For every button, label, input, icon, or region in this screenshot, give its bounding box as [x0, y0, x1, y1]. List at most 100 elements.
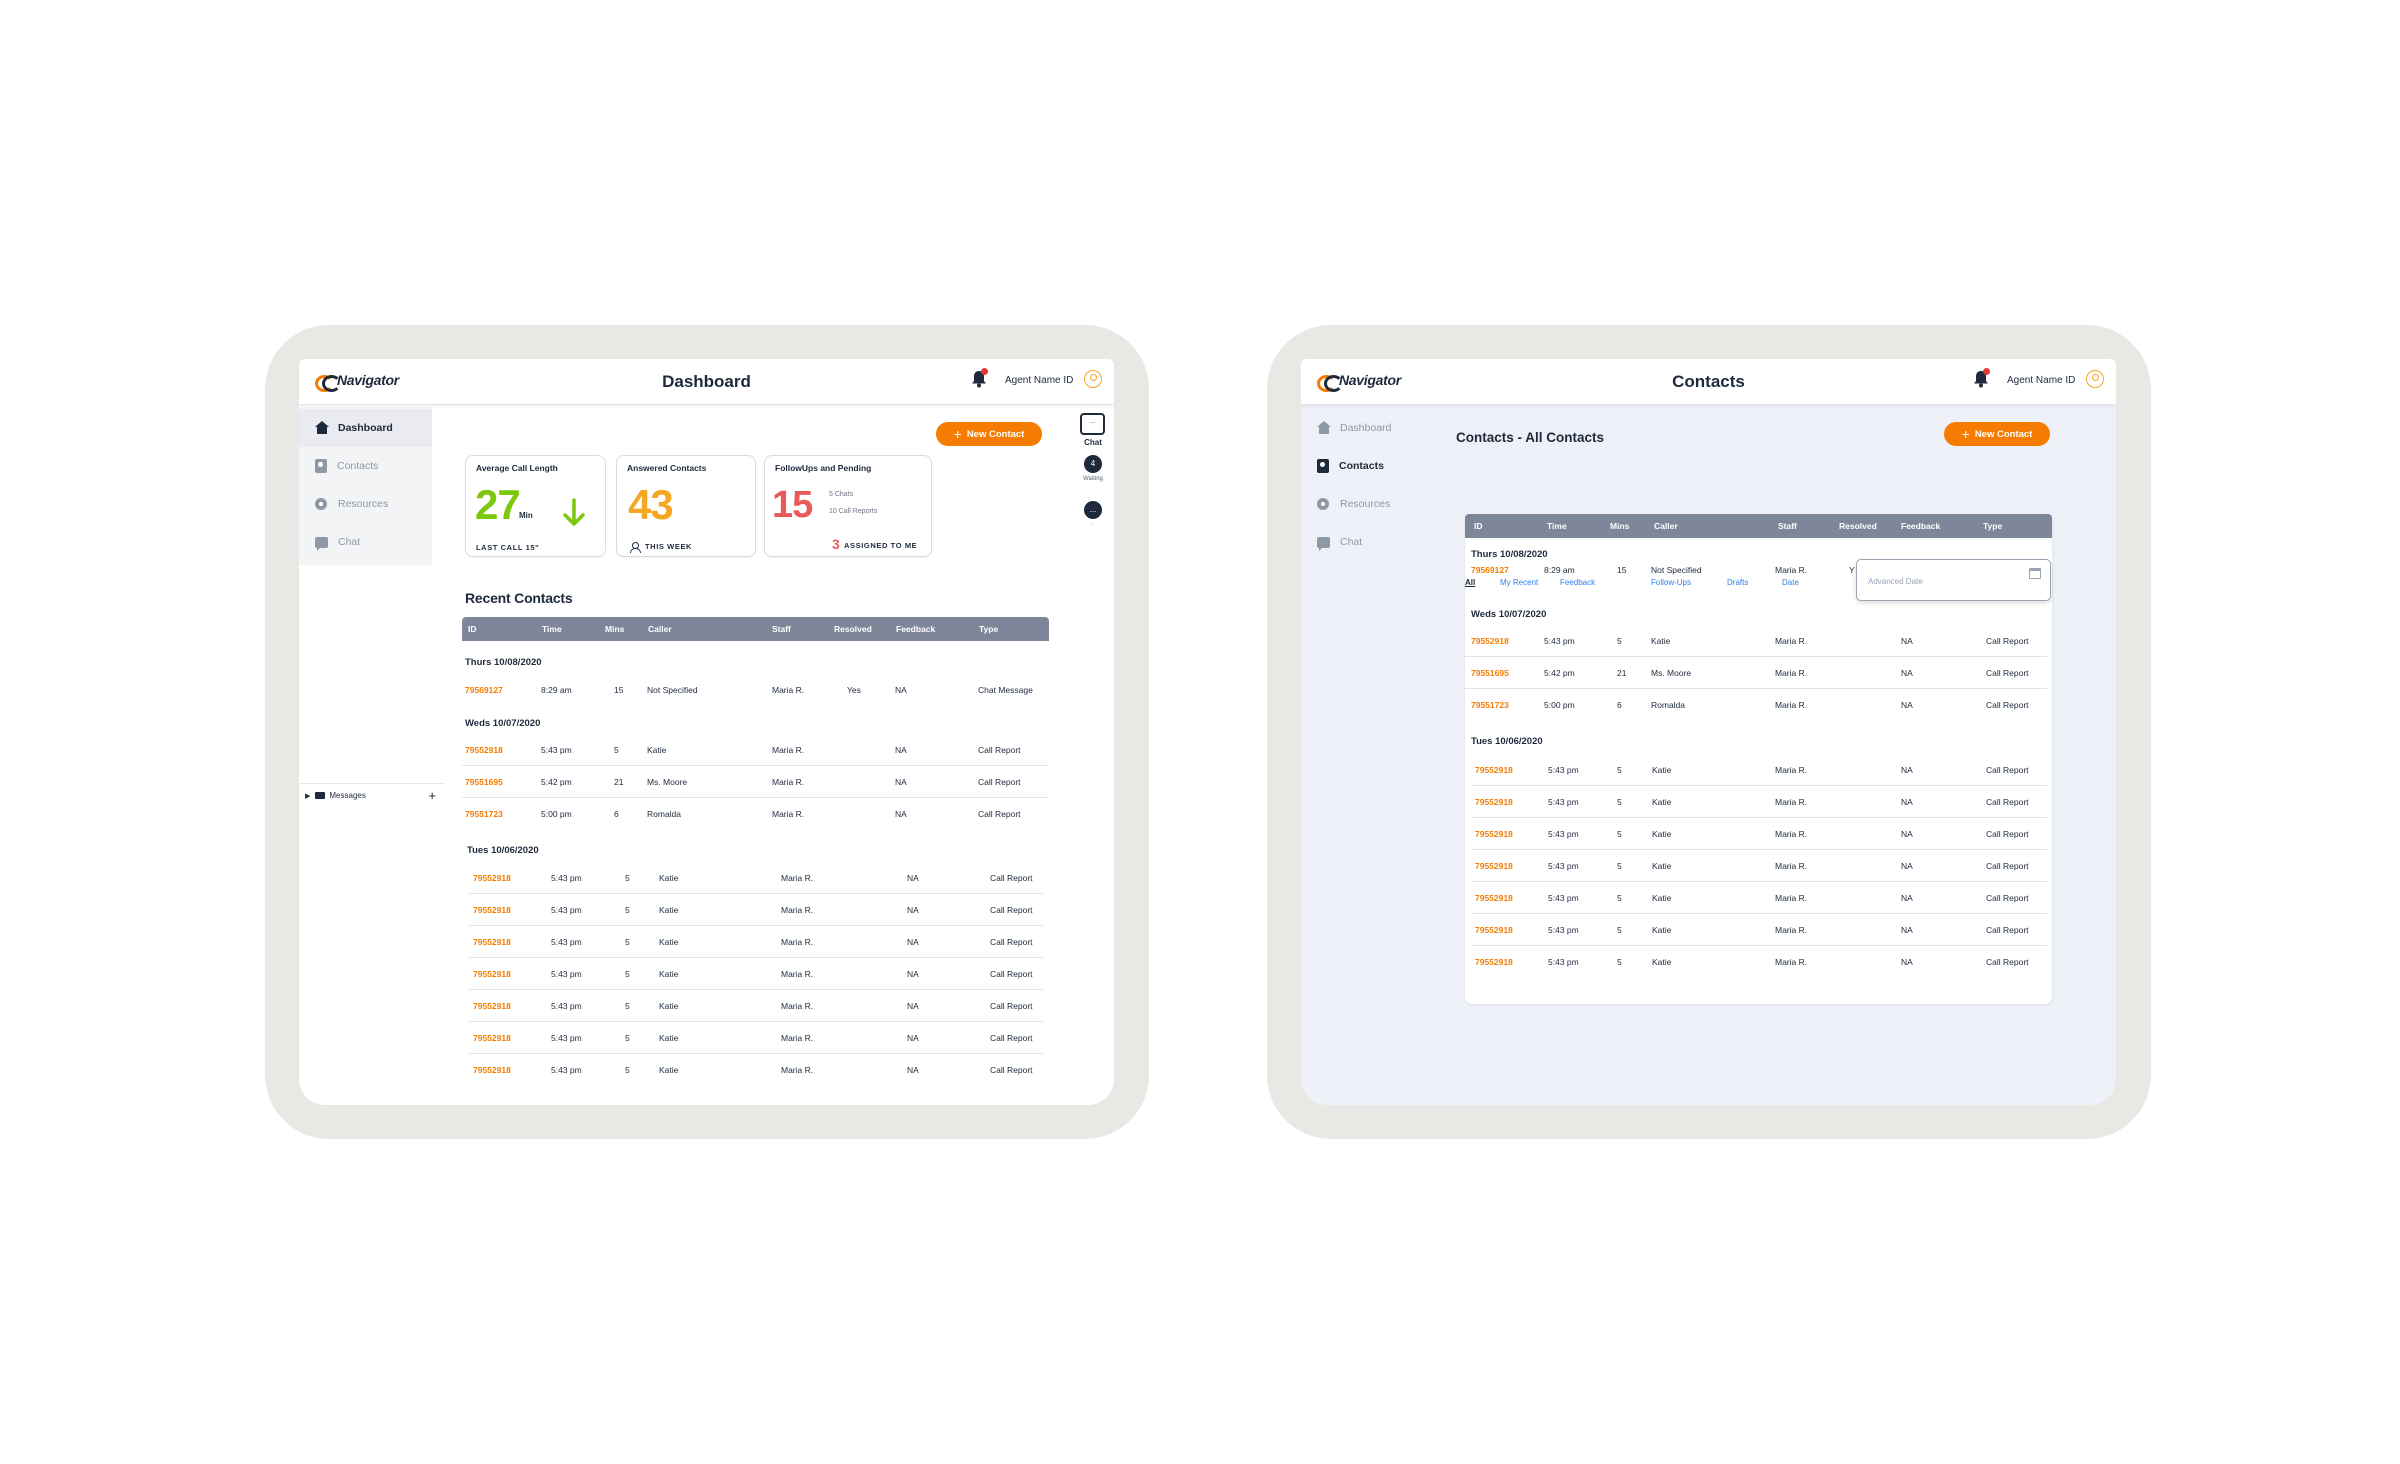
advanced-date-input[interactable]: Advanced Date [1856, 559, 2051, 601]
cell-id[interactable]: 79552918 [465, 745, 503, 755]
col-type[interactable]: Type [979, 624, 999, 634]
calendar-icon[interactable] [2029, 568, 2041, 579]
cell-id[interactable]: 79552918 [1475, 893, 1513, 903]
navigator-logo[interactable]: Navigator [1317, 372, 1401, 392]
cell-id[interactable]: 79552918 [473, 1065, 511, 1075]
cell-mins: 15 [614, 685, 624, 695]
table-row[interactable]: 79552918 5:43 pm 5 Katie Maria R. NA Call Repo… [1471, 786, 2047, 818]
table-row[interactable]: 79551695 5:42 pm 21 Ms. Moore Maria R. NA Call… [462, 766, 1049, 798]
col-resolved[interactable]: Resolved [834, 624, 872, 634]
agent-status-icon[interactable]: ... [1084, 501, 1102, 519]
table-row[interactable]: 79552918 5:43 pm 5 Katie Maria R. NA Call Repo… [1471, 818, 2047, 850]
answered-contacts-card[interactable]: Answered Contacts 43 THIS WEEK [616, 455, 756, 557]
add-message-icon[interactable]: + [428, 788, 436, 803]
agent-name[interactable]: Agent Name ID [2007, 375, 2076, 386]
cell-id[interactable]: 79552918 [1475, 957, 1513, 967]
table-row[interactable]: 79552918 5:43 pm 5 Katie Maria R. NA Call Repo… [1465, 625, 2047, 657]
col-type[interactable]: Type [1983, 521, 2003, 531]
cell-id[interactable]: 79552918 [473, 969, 511, 979]
cell-feedback: NA [1901, 893, 1913, 903]
table-row[interactable]: 79551723 5:00 pm 6 Romalda Maria R. NA Call Re… [462, 798, 1049, 830]
col-staff[interactable]: Staff [772, 624, 791, 634]
filter-date[interactable]: Date [1782, 578, 1799, 587]
table-row[interactable]: 79551695 5:42 pm 21 Ms. Moore Maria R. NA Call… [1465, 657, 2047, 689]
navigator-logo[interactable]: Navigator [315, 372, 399, 392]
col-mins[interactable]: Mins [605, 624, 625, 634]
cell-id[interactable]: 79552918 [1475, 765, 1513, 775]
col-caller[interactable]: Caller [648, 624, 672, 634]
cell-id[interactable]: 79569127 [465, 685, 503, 695]
table-row[interactable]: 79551723 5:00 pm 6 Romalda Maria R. NA Call Re… [1465, 689, 2047, 721]
table-row[interactable]: 79552918 5:43 pm 5 Katie Maria R. NA Call Repo… [469, 862, 1043, 894]
chat-bubble-icon[interactable]: ... [1080, 413, 1105, 435]
col-resolved[interactable]: Resolved [1839, 521, 1877, 531]
user-avatar-icon[interactable] [2086, 370, 2104, 388]
user-avatar-icon[interactable] [1084, 370, 1102, 388]
sidebar-item-dashboard[interactable]: Dashboard [1301, 409, 1434, 447]
table-row[interactable]: 79552918 5:43 pm 5 Katie Maria R. NA Call Repo… [469, 1054, 1043, 1086]
table-row[interactable]: 79552918 5:43 pm 5 Katie Maria R. NA Call Repo… [469, 990, 1043, 1022]
filter-follow-ups[interactable]: Follow-Ups [1651, 578, 1692, 587]
cell-id[interactable]: 79551723 [1471, 700, 1509, 710]
filter-feedback[interactable]: Feedback [1560, 578, 1596, 587]
cell-id[interactable]: 79551695 [1471, 668, 1509, 678]
sidebar-item-chat[interactable]: Chat [1301, 523, 1434, 561]
sidebar-item-resources[interactable]: Resources [299, 485, 432, 523]
notification-bell-icon[interactable] [971, 368, 989, 390]
cell-id[interactable]: 79552918 [1475, 925, 1513, 935]
filter-all[interactable]: All [1465, 578, 1476, 587]
cell-id[interactable]: 79552918 [473, 1033, 511, 1043]
col-id[interactable]: ID [1474, 521, 1483, 531]
sidebar-item-resources[interactable]: Resources [1301, 485, 1434, 523]
table-row[interactable]: 79552918 5:43 pm 5 Katie Maria R. NA Call Repo… [1471, 850, 2047, 882]
table-row[interactable]: 79552918 5:43 pm 5 Katie Maria R. NA Call Repo… [462, 734, 1049, 766]
col-feedback[interactable]: Feedback [1901, 521, 1941, 531]
col-staff[interactable]: Staff [1778, 521, 1797, 531]
sidebar-item-contacts[interactable]: Contacts [299, 447, 432, 485]
cell-id[interactable]: 79551723 [465, 809, 503, 819]
cell-caller: Katie [659, 937, 679, 947]
cell-id[interactable]: 79552918 [473, 1001, 511, 1011]
sidebar-item-chat[interactable]: Chat [299, 523, 432, 561]
new-contact-button[interactable]: + New Contact [936, 422, 1042, 446]
table-row[interactable]: 79552918 5:43 pm 5 Katie Maria R. NA Call Repo… [469, 926, 1043, 958]
followups-pending-card[interactable]: FollowUps and Pending 15 5 Chats 10 Call… [764, 455, 932, 557]
table-row[interactable]: 79552918 5:43 pm 5 Katie Maria R. NA Call Repo… [469, 1022, 1043, 1054]
col-mins[interactable]: Mins [1610, 521, 1630, 531]
cell-id[interactable]: 79552918 [1475, 797, 1513, 807]
col-feedback[interactable]: Feedback [896, 624, 936, 634]
cell-id[interactable]: 79552918 [1475, 829, 1513, 839]
cell-feedback: NA [1901, 861, 1913, 871]
col-time[interactable]: Time [542, 624, 562, 634]
new-contact-button[interactable]: + New Contact [1944, 422, 2050, 446]
table-row[interactable]: 79552918 5:43 pm 5 Katie Maria R. NA Call Repo… [1471, 946, 2047, 978]
cell-type: Call Report [978, 809, 1021, 819]
waiting-count-icon[interactable]: 4 [1084, 455, 1102, 473]
table-row[interactable]: 79552918 5:43 pm 5 Katie Maria R. NA Call Repo… [469, 958, 1043, 990]
cell-id[interactable]: 79552918 [1475, 861, 1513, 871]
notification-bell-icon[interactable] [1973, 368, 1991, 390]
cell-id[interactable]: 79552918 [473, 873, 511, 883]
table-row[interactable]: 79552918 5:43 pm 5 Katie Maria R. NA Call Repo… [469, 894, 1043, 926]
cell-id[interactable]: 79552918 [473, 905, 511, 915]
filter-my-recent[interactable]: My Recent [1500, 578, 1539, 587]
cell-id[interactable]: 79552918 [1471, 636, 1509, 646]
table-row[interactable]: 79569127 8:29 am 15 Not Specified Maria R. Ye… [462, 674, 1049, 706]
cell-id[interactable]: 79569127 [1471, 565, 1509, 575]
table-row[interactable]: 79552918 5:43 pm 5 Katie Maria R. NA Call Repo… [1471, 754, 2047, 786]
sidebar-item-dashboard[interactable]: Dashboard [299, 409, 432, 447]
col-caller[interactable]: Caller [1654, 521, 1678, 531]
assigned-label: ASSIGNED TO ME [844, 541, 918, 550]
agent-name[interactable]: Agent Name ID [1005, 375, 1074, 386]
filter-drafts[interactable]: Drafts [1727, 578, 1749, 587]
messages-panel-toggle[interactable]: ▶ Messages + [299, 783, 444, 807]
col-time[interactable]: Time [1547, 521, 1567, 531]
avg-call-length-card[interactable]: Average Call Length 27 Min LAST CALL 15" [465, 455, 606, 557]
table-row[interactable]: 79569127 8:29 am 15 Not Specified Maria R. Y [1465, 563, 2052, 577]
cell-id[interactable]: 79551695 [465, 777, 503, 787]
table-row[interactable]: 79552918 5:43 pm 5 Katie Maria R. NA Call Repo… [1471, 882, 2047, 914]
col-id[interactable]: ID [468, 624, 477, 634]
table-row[interactable]: 79552918 5:43 pm 5 Katie Maria R. NA Call Repo… [1471, 914, 2047, 946]
sidebar-item-contacts[interactable]: Contacts [1301, 447, 1434, 485]
cell-id[interactable]: 79552918 [473, 937, 511, 947]
